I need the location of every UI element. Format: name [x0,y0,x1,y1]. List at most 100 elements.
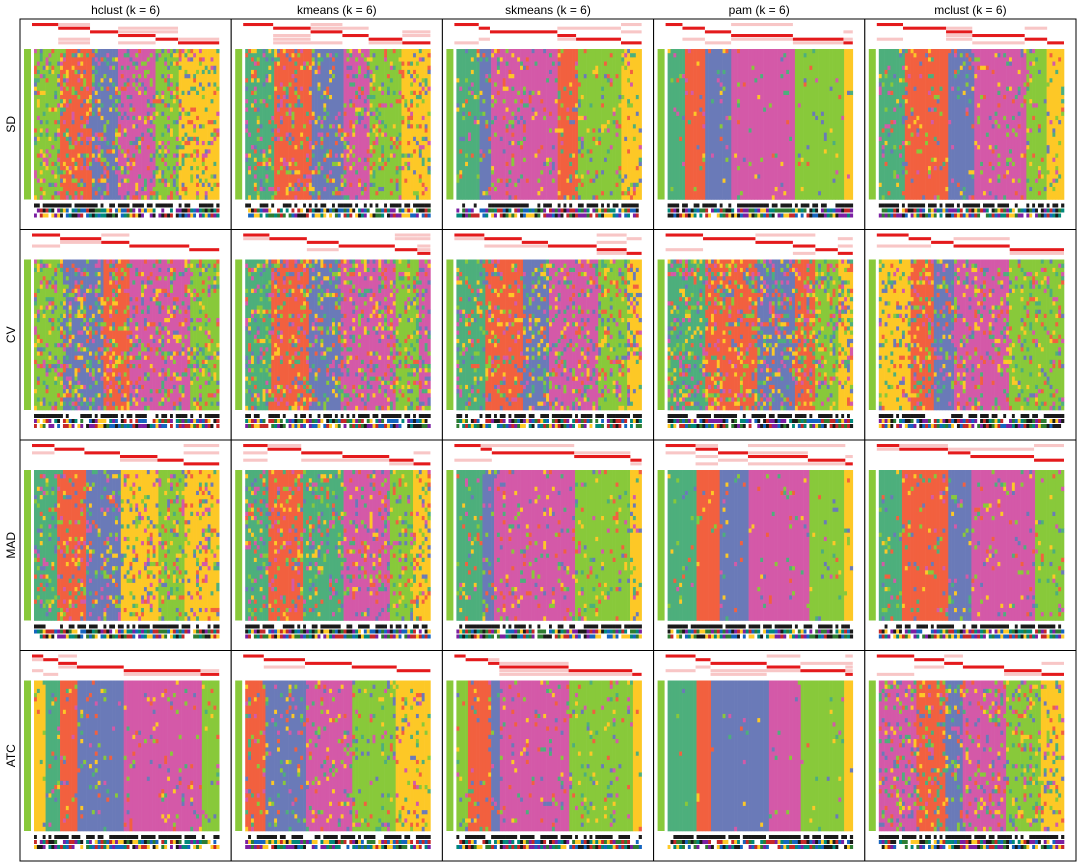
heatmap-cell [80,57,84,62]
annotation-cell [896,213,900,218]
heatmap-cell [757,174,761,179]
heatmap-cell [36,90,41,96]
heatmap-cell [1009,57,1013,62]
heatmap-cell [149,178,153,184]
annotation-cell [580,203,585,208]
heatmap-cell [300,69,304,87]
heatmap-cell [372,115,376,125]
heatmap-cell [34,140,38,146]
annotation-cell [485,213,489,218]
heatmap-cell [606,120,611,125]
heatmap-cell [77,78,81,83]
heatmap-cell [459,153,463,171]
heatmap-cell [991,69,995,75]
annotation-cell [592,208,596,213]
heatmap-cell [1061,115,1065,200]
annotation-cell [88,203,93,208]
heatmap-cell [45,384,49,390]
heatmap-cell [494,132,498,138]
heatmap-cell [1026,82,1030,87]
annotation-cell [303,208,307,213]
heatmap-cell [83,74,87,79]
heatmap-cell [369,132,373,146]
heatmap-cell [138,115,142,121]
heatmap-cell [407,61,411,67]
heatmap-cell [201,174,206,184]
heatmap-cell [277,186,281,192]
heatmap-cell [421,90,425,100]
membership-band [118,30,156,34]
heatmap-cell [65,82,70,87]
membership-strip [32,23,220,45]
heatmap-cell [884,140,888,146]
annotation-cell [742,208,747,213]
heatmap-cell [77,61,81,67]
heatmap-cell [259,178,263,188]
heatmap-cell [482,115,486,154]
heatmap-cell [129,103,133,108]
annotation-cell [363,208,368,213]
annotation-cell [728,213,732,218]
heatmap-cell [618,170,622,175]
heatmap-cell [413,49,417,54]
heatmap-cell [358,161,362,179]
heatmap-cell [1026,149,1030,179]
heatmap-cell [103,182,107,192]
heatmap-cell [135,182,139,192]
annotation-cell [974,208,978,213]
annotation-cell [106,208,110,213]
heatmap-cell [294,61,298,67]
heatmap-cell [71,149,75,158]
heatmap-cell [129,140,133,146]
heatmap-cell [508,145,512,171]
heatmap-cell [262,149,266,154]
annotation-cell [922,208,926,213]
heatmap-cell [479,157,483,163]
heatmap-cell [418,124,423,129]
annotation-cell [401,203,405,208]
heatmap-cell [398,103,402,133]
annotation-cell [598,208,602,213]
annotation-cell [207,208,211,213]
annotation-cell [204,203,208,208]
heatmap-cell [525,182,530,200]
heatmap-cell [997,90,1001,96]
heatmap-cell [716,49,720,71]
heatmap-cell [196,49,200,71]
heatmap-cell [323,191,327,200]
heatmap-cell [80,74,84,79]
annotation-cell [473,213,477,218]
heatmap-cell [369,153,373,158]
heatmap-cell [708,53,712,200]
heatmap-cell [250,107,255,146]
membership-band [576,26,622,30]
heatmap-cell [896,49,900,100]
annotation-cell [187,213,191,218]
heatmap-cell [956,49,961,71]
heatmap-cell [62,384,67,390]
heatmap-cell [467,86,472,92]
heatmap-cell [253,53,258,62]
heatmap-cell [187,74,191,79]
heatmap-cell [635,115,640,167]
heatmap-cell [627,99,631,104]
heatmap-cell [303,191,307,200]
heatmap-cell [303,124,307,129]
annotation-cell [456,213,460,218]
heatmap-cell [288,170,292,175]
heatmap-cell [42,263,46,269]
heatmap-cell [77,53,81,58]
heatmap-cell [369,174,373,184]
membership-band [310,26,343,30]
heatmap-cell [1029,128,1033,133]
heatmap-cell [389,82,394,104]
heatmap-cell [216,132,220,138]
annotation-cell [1046,208,1050,213]
heatmap-cell [615,49,619,75]
heatmap-cell [167,140,171,146]
heatmap-cell [618,94,622,100]
heatmap-cell [126,170,130,175]
heatmap-cell [465,103,469,154]
membership-band [792,37,844,41]
heatmap-cell [51,182,55,188]
